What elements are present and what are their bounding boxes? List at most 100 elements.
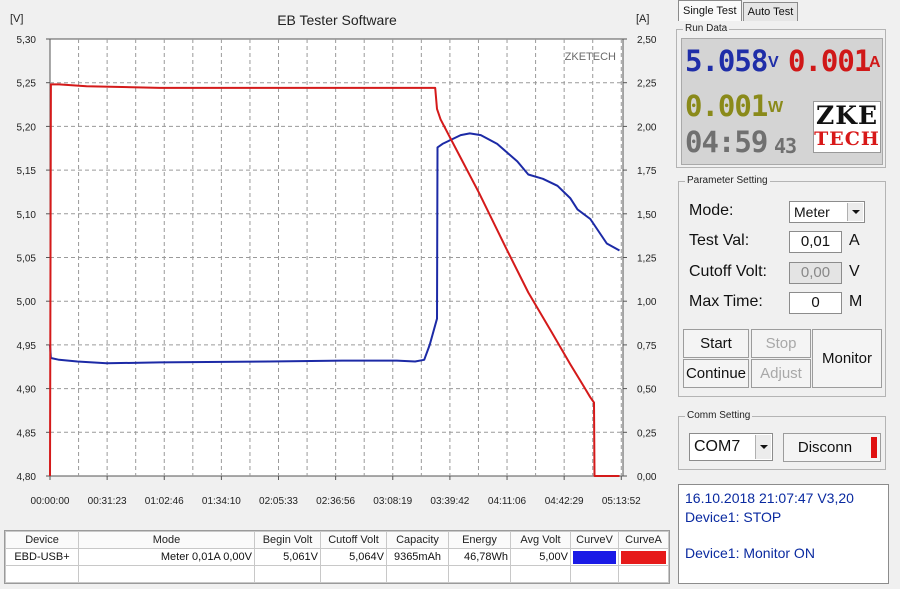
- lcd-display: 5.058 V 0.001 A 0.001 W 04:59 43 ZKE TEC…: [681, 38, 883, 165]
- max-time-input[interactable]: 0: [789, 292, 842, 314]
- disconnect-button[interactable]: Disconn: [783, 433, 881, 462]
- y-left-tick-label: 5,30: [17, 35, 37, 46]
- parameter-setting-label: Parameter Setting: [685, 175, 770, 186]
- voltage-unit: V: [768, 54, 779, 71]
- y-left-tick-label: 5,25: [17, 79, 37, 90]
- parameter-setting-group: Parameter Setting Mode: Meter Test Val: …: [678, 175, 886, 397]
- x-tick-label: 00:31:23: [88, 496, 127, 507]
- cell-curve-a[interactable]: [618, 548, 669, 566]
- max-time-unit: M: [849, 293, 863, 310]
- col-energy[interactable]: Energy: [448, 531, 511, 549]
- col-capacity[interactable]: Capacity: [386, 531, 449, 549]
- x-tick-label: 02:05:33: [259, 496, 298, 507]
- y-left-tick-label: 4,95: [17, 341, 37, 352]
- elapsed-time-readout: 04:59: [685, 125, 768, 159]
- tab-bar: Single Test Auto Test: [678, 0, 799, 22]
- log-line-monitor: Device1: Monitor ON: [685, 545, 815, 561]
- y-right-tick-label: 1,00: [637, 297, 657, 308]
- com-port-value: COM7: [694, 438, 741, 455]
- x-tick-label: 04:42:29: [545, 496, 584, 507]
- y-left-tick-label: 5,00: [17, 297, 37, 308]
- cell-device: EBD-USB+: [5, 548, 79, 566]
- voltage-readout: 5.058: [685, 44, 768, 78]
- chart-title: EB Tester Software: [277, 12, 397, 28]
- test-val-input[interactable]: 0,01: [789, 231, 842, 253]
- empty-cell: [386, 565, 449, 583]
- start-button[interactable]: Start: [683, 329, 749, 358]
- empty-cell: [570, 565, 619, 583]
- cell-energy: 46,78Wh: [448, 548, 511, 566]
- control-side-panel: Single Test Auto Test Run Data 5.058 V 0…: [672, 0, 900, 589]
- empty-cell: [78, 565, 255, 583]
- cutoff-volt-label: Cutoff Volt:: [689, 263, 767, 280]
- left-axis-unit: [V]: [10, 13, 23, 25]
- col-begin-volt[interactable]: Begin Volt: [254, 531, 321, 549]
- cell-mode: Meter 0,01A 0,00V: [78, 548, 255, 566]
- y-right-tick-label: 0,25: [637, 428, 657, 439]
- elapsed-seconds-readout: 43: [774, 134, 797, 158]
- x-tick-label: 03:39:42: [430, 496, 469, 507]
- max-time-label: Max Time:: [689, 293, 763, 310]
- run-data-label: Run Data: [683, 23, 730, 34]
- col-curve-a[interactable]: CurveA: [618, 531, 669, 549]
- connection-indicator: [871, 437, 877, 458]
- mode-select-value: Meter: [794, 204, 830, 220]
- test-val-unit: A: [849, 232, 860, 249]
- status-log[interactable]: 16.10.2018 21:07:47 V3,20 Device1: STOP …: [678, 484, 889, 584]
- run-data-group: Run Data 5.058 V 0.001 A 0.001 W 04:59 4…: [676, 23, 886, 168]
- logo-zke: ZKE: [815, 101, 879, 130]
- cell-curve-v[interactable]: [570, 548, 619, 566]
- col-device[interactable]: Device: [5, 531, 79, 549]
- x-tick-label: 04:11:06: [488, 496, 527, 507]
- cell-cutoff-volt: 5,064V: [320, 548, 387, 566]
- col-cutoff-volt[interactable]: Cutoff Volt: [320, 531, 387, 549]
- cutoff-volt-unit: V: [849, 263, 860, 280]
- col-avg-volt[interactable]: Avg Volt: [510, 531, 571, 549]
- com-port-select[interactable]: COM7: [689, 433, 773, 461]
- mode-select[interactable]: Meter: [789, 201, 865, 223]
- x-tick-label: 05:13:52: [602, 496, 641, 507]
- grid: [50, 39, 623, 476]
- cutoff-volt-input[interactable]: 0,00: [789, 262, 842, 284]
- log-line-stop: Device1: STOP: [685, 509, 782, 525]
- y-right-tick-label: 0,75: [637, 341, 657, 352]
- results-header-row: Device Mode Begin Volt Cutoff Volt Capac…: [5, 531, 669, 549]
- empty-cell: [254, 565, 321, 583]
- y-right-tick-label: 2,50: [637, 35, 657, 46]
- y-right-tick-label: 0,00: [637, 472, 657, 483]
- empty-cell: [510, 565, 571, 583]
- y-left-tick-label: 4,80: [17, 472, 37, 483]
- adjust-button[interactable]: Adjust: [751, 359, 811, 388]
- y-left-tick-label: 5,10: [17, 210, 37, 221]
- col-mode[interactable]: Mode: [78, 531, 255, 549]
- table-row[interactable]: EBD-USB+ Meter 0,01A 0,00V 5,061V 5,064V…: [5, 548, 669, 566]
- y-left-tick-label: 4,85: [17, 428, 37, 439]
- comm-setting-group: Comm Setting COM7 Disconn: [678, 410, 886, 470]
- chevron-down-icon[interactable]: [755, 435, 771, 459]
- current-unit: A: [869, 54, 881, 71]
- x-tick-label: 03:08:19: [373, 496, 412, 507]
- continue-button[interactable]: Continue: [683, 359, 749, 388]
- voltage-series-line: [49, 132, 620, 365]
- cell-avg-volt: 5,00V: [510, 548, 571, 566]
- monitor-button[interactable]: Monitor: [812, 329, 882, 388]
- x-tick-label: 01:34:10: [202, 496, 241, 507]
- table-row-empty: [5, 565, 669, 583]
- tab-single-test[interactable]: Single Test: [678, 0, 742, 21]
- x-tick-label: 02:36:56: [316, 496, 355, 507]
- x-tick-label: 01:02:46: [145, 496, 184, 507]
- chevron-down-icon[interactable]: [847, 203, 863, 221]
- zketech-watermark: ZKETECH: [565, 51, 616, 63]
- current-readout: 0.001: [788, 44, 871, 78]
- current-series-line: [49, 83, 620, 477]
- chart-svg: 5,30 2,50 5,25 2,25 5,20 2,00 5,15 1,75 5,10 1,50…: [10, 12, 657, 507]
- y-right-tick-label: 2,00: [637, 122, 657, 133]
- empty-cell: [448, 565, 511, 583]
- tab-auto-test[interactable]: Auto Test: [742, 2, 799, 21]
- series-group: [49, 83, 620, 477]
- stop-button[interactable]: Stop: [751, 329, 811, 358]
- test-val-label: Test Val:: [689, 232, 750, 249]
- cell-capacity: 9365mAh: [386, 548, 449, 566]
- col-curve-v[interactable]: CurveV: [570, 531, 619, 549]
- y-right-tick-label: 1,50: [637, 210, 657, 221]
